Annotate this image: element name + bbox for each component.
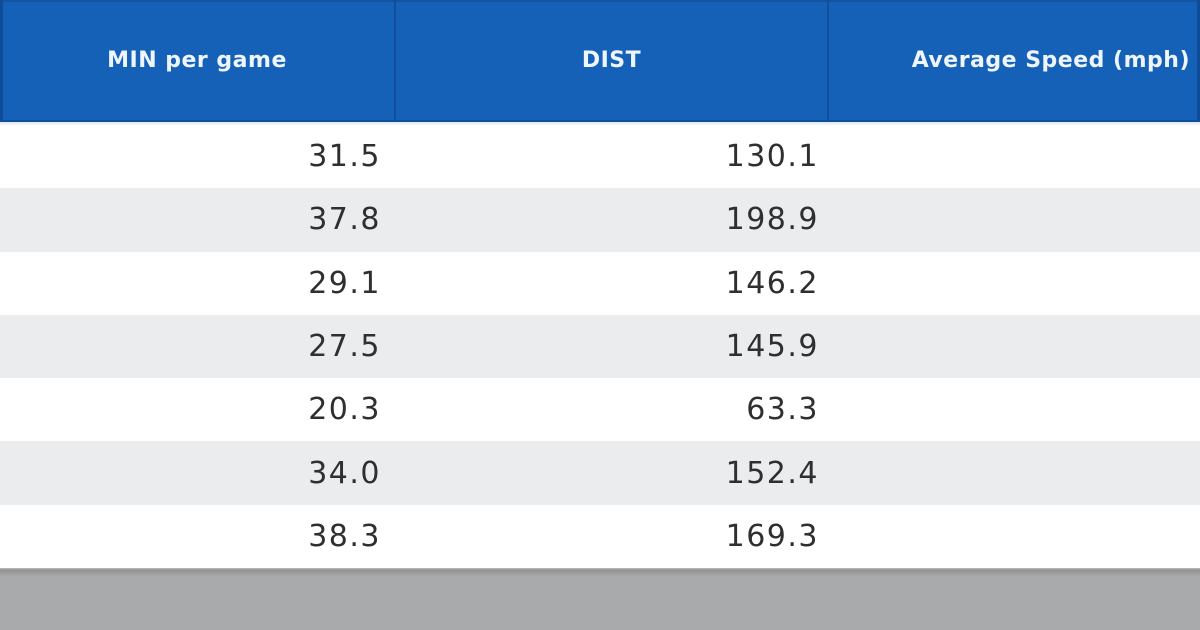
cell-dist: 130.1 [725,139,819,175]
cell-dist: 169.3 [725,518,819,554]
table-row: 38.3 169.3 [0,504,1200,569]
column-header-min-per-game[interactable]: MIN per game [107,47,287,73]
table-row: 34.0 152.4 [0,441,1200,505]
column-header-dist[interactable]: DIST [581,47,642,73]
cell-dist: 146.2 [725,265,819,301]
cell-min-per-game: 20.3 [308,392,381,428]
cell-min-per-game: 38.3 [308,518,381,554]
table-row: 37.8 198.9 [0,188,1200,252]
cell-min-per-game: 27.5 [308,329,381,365]
table-row: 27.5 145.9 [0,314,1200,379]
column-header-average-speed[interactable]: Average Speed (mph) [911,47,1190,73]
table-body: 31.5 130.1 37.8 198.9 29.1 146.2 27.5 145.9 20.3… [0,125,1200,569]
cell-min-per-game: 37.8 [308,202,381,238]
cell-dist: 63.3 [746,392,819,428]
cell-min-per-game: 34.0 [308,455,381,491]
table-row: 31.5 130.1 [0,125,1200,189]
cell-min-per-game: 31.5 [308,139,381,175]
cell-dist: 198.9 [725,202,819,238]
cell-min-per-game: 29.1 [308,265,381,301]
header-underline [0,120,1200,125]
cell-dist: 145.9 [725,329,819,365]
column-divider [827,0,829,120]
table-row: 20.3 63.3 [0,378,1200,442]
table-header-row: MIN per game DIST Average Speed (mph) [0,0,1200,120]
footer-bar [0,568,1200,630]
column-divider [394,0,396,120]
cell-dist: 152.4 [725,455,819,491]
table-row: 29.1 146.2 [0,251,1200,315]
